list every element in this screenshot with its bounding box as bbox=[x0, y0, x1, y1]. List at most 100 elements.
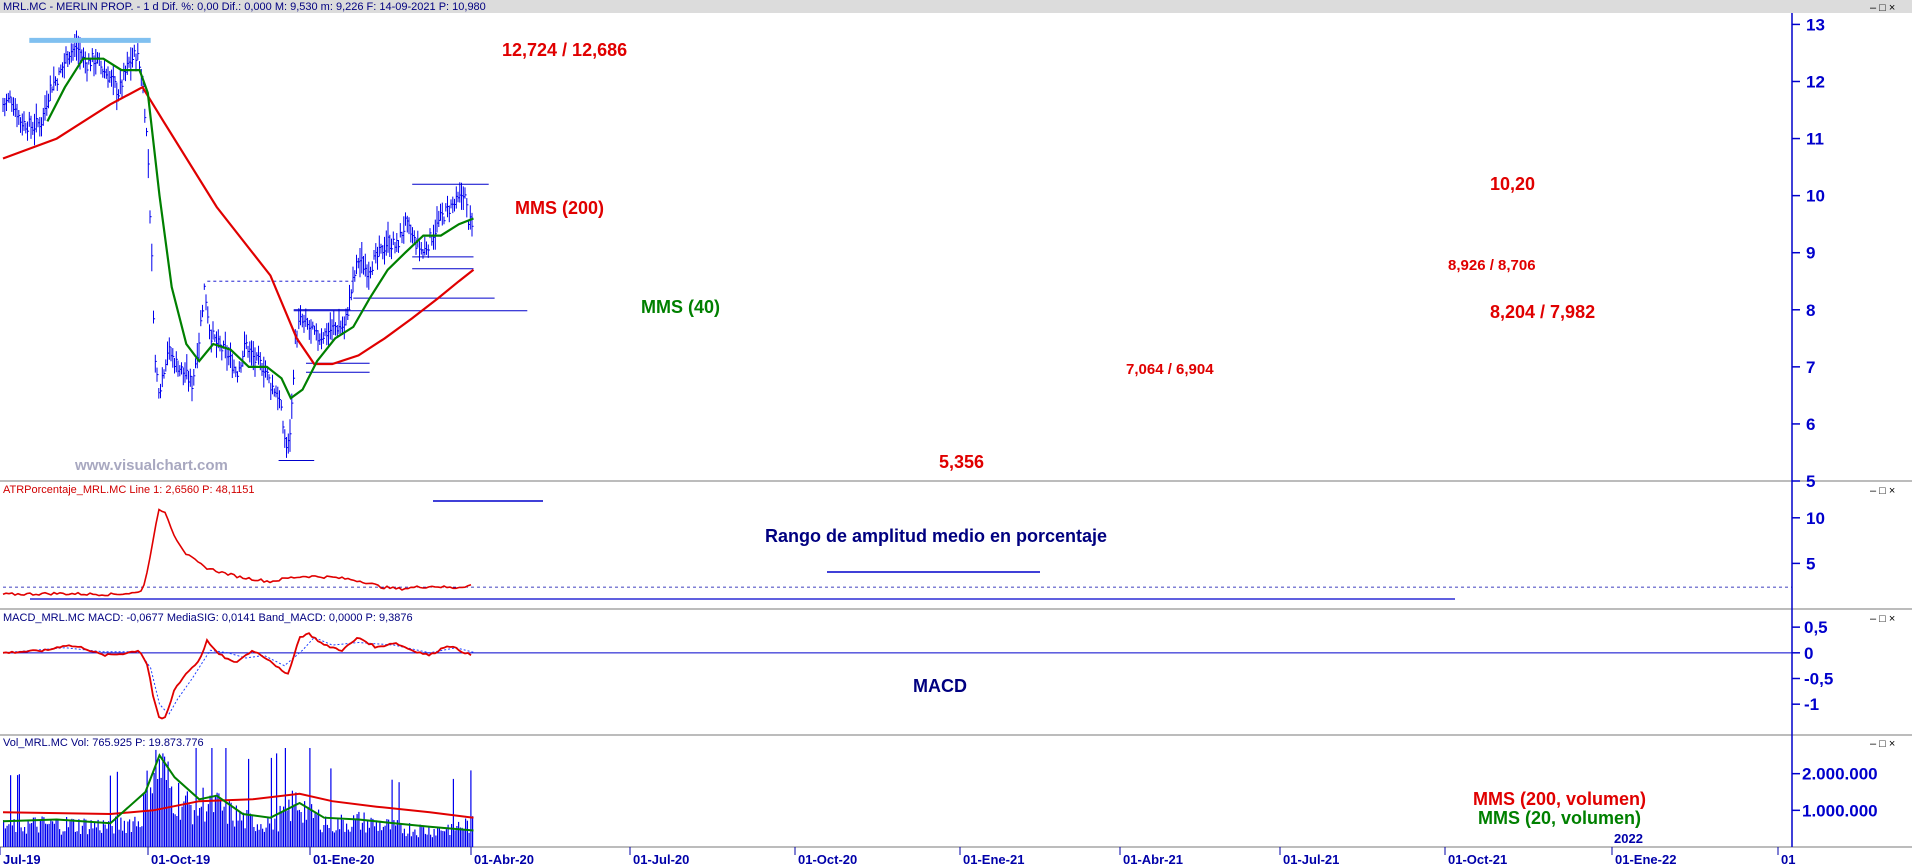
volume-bar-24 bbox=[45, 823, 47, 847]
volume-bar-142 bbox=[251, 814, 253, 847]
volume-bar-259 bbox=[456, 826, 458, 847]
volume-bar-17 bbox=[32, 817, 34, 847]
macd-tick-label-3: -1 bbox=[1804, 695, 1819, 714]
macd-window-controls[interactable]: – □ × bbox=[1870, 613, 1895, 625]
volume-bar-55 bbox=[99, 830, 101, 847]
volume-bar-41 bbox=[74, 831, 76, 847]
volume-bar-69 bbox=[123, 820, 125, 847]
volume-bar-154 bbox=[272, 829, 274, 847]
volume-bar-189 bbox=[333, 832, 335, 847]
volume-bar-188 bbox=[332, 831, 334, 847]
volume-bar-179 bbox=[316, 814, 318, 847]
volume-bar-187 bbox=[330, 768, 332, 847]
support-resistance-levels bbox=[29, 37, 528, 461]
date-label-0: Jul-19 bbox=[3, 852, 41, 867]
volume-bar-74 bbox=[132, 821, 134, 847]
date-label-6: 01-Ene-21 bbox=[963, 852, 1024, 867]
volume-bar-169 bbox=[298, 809, 300, 847]
volume-bar-116 bbox=[206, 811, 208, 847]
price-tick-label-12: 12 bbox=[1806, 72, 1825, 91]
volume-bar-49 bbox=[88, 829, 90, 847]
annotation-level-8926: 8,926 / 8,706 bbox=[1448, 257, 1536, 274]
volume-bar-32 bbox=[59, 829, 61, 847]
volume-bar-59 bbox=[106, 828, 108, 847]
volume-bar-84 bbox=[150, 787, 152, 847]
volume-bar-129 bbox=[228, 801, 230, 847]
volume-bar-144 bbox=[255, 831, 257, 847]
volume-bar-150 bbox=[265, 827, 267, 847]
volume-bar-63 bbox=[113, 833, 115, 847]
price-bars bbox=[2, 30, 474, 458]
atr-window-controls[interactable]: – □ × bbox=[1870, 485, 1895, 497]
volume-bar-158 bbox=[279, 805, 281, 847]
volume-bar-218 bbox=[384, 825, 386, 847]
volume-bar-102 bbox=[181, 806, 183, 847]
volume-bar-232 bbox=[409, 823, 411, 847]
volume-bar-26 bbox=[48, 823, 50, 847]
volume-bar-146 bbox=[258, 829, 260, 847]
volume-bar-230 bbox=[405, 836, 407, 847]
annotation-atr-title: Rango de amplitud medio en porcentaje bbox=[765, 526, 1107, 546]
volume-bar-64 bbox=[115, 816, 117, 847]
macd-tick-label-2: -0,5 bbox=[1804, 670, 1833, 689]
volume-bar-33 bbox=[60, 834, 62, 847]
volume-bar-211 bbox=[372, 818, 374, 847]
volume-bar-184 bbox=[325, 816, 327, 847]
volume-bar-80 bbox=[143, 793, 145, 847]
annotation-low: 5,356 bbox=[939, 452, 984, 472]
volume-bar-22 bbox=[41, 816, 43, 847]
volume-bar-253 bbox=[445, 829, 447, 847]
volume-bar-104 bbox=[185, 795, 187, 847]
date-label-11: 01 bbox=[1781, 852, 1795, 867]
volume-bar-217 bbox=[382, 826, 384, 847]
volume-bar-65 bbox=[116, 771, 118, 847]
volume-bar-9 bbox=[18, 774, 20, 847]
volume-bar-40 bbox=[73, 819, 75, 847]
volume-bar-243 bbox=[428, 827, 430, 847]
volume-bar-91 bbox=[162, 753, 164, 847]
volume-bar-2 bbox=[6, 825, 8, 847]
volume-bar-153 bbox=[270, 757, 272, 847]
volume-bar-68 bbox=[122, 830, 124, 847]
volume-bar-15 bbox=[29, 823, 31, 847]
annotation-macd-title: MACD bbox=[913, 676, 967, 696]
volume-bar-241 bbox=[424, 833, 426, 847]
volume-bar-88 bbox=[157, 779, 159, 847]
volume-bar-108 bbox=[192, 824, 194, 847]
volume-bar-235 bbox=[414, 829, 416, 847]
vol-header: Vol_MRL.MC Vol: 765.925 P: 19.873.776 bbox=[3, 737, 204, 749]
volume-bar-12 bbox=[24, 827, 26, 847]
volume-bar-140 bbox=[248, 758, 250, 847]
volume-bar-205 bbox=[361, 822, 363, 847]
volume-bar-125 bbox=[221, 810, 223, 847]
volume-bar-18 bbox=[34, 817, 36, 847]
volume-bar-14 bbox=[27, 821, 29, 847]
volume-bar-248 bbox=[437, 827, 439, 847]
volume-bar-165 bbox=[291, 790, 293, 847]
volume-bar-112 bbox=[199, 808, 201, 847]
volume-bar-268 bbox=[472, 816, 474, 847]
vol-window-controls[interactable]: – □ × bbox=[1870, 738, 1895, 750]
volume-bar-237 bbox=[417, 837, 419, 847]
volume-bar-27 bbox=[50, 819, 52, 847]
volume-bar-1 bbox=[4, 828, 6, 847]
date-label-8: 01-Jul-21 bbox=[1283, 852, 1339, 867]
moving-averages bbox=[2, 57, 475, 400]
volume-bar-42 bbox=[76, 831, 78, 847]
volume-bar-250 bbox=[440, 830, 442, 847]
price-tick-label-5: 5 bbox=[1806, 472, 1815, 491]
volume-bar-247 bbox=[435, 835, 437, 847]
volume-bar-126 bbox=[223, 806, 225, 847]
volume-bar-120 bbox=[213, 812, 215, 847]
volume-bar-227 bbox=[400, 824, 402, 847]
price-header: MRL.MC - MERLIN PROP. - 1 d Dif. %: 0,00… bbox=[3, 1, 486, 13]
volume-bar-56 bbox=[101, 832, 103, 847]
volume-bar-11 bbox=[22, 831, 24, 847]
price-window-controls[interactable]: – □ × bbox=[1870, 2, 1895, 14]
volume-bar-225 bbox=[396, 820, 398, 847]
volume-bar-39 bbox=[71, 818, 73, 847]
volume-bar-133 bbox=[235, 805, 237, 847]
annotation-vol-mms20: MMS (20, volumen) bbox=[1478, 808, 1641, 828]
volume-bar-123 bbox=[218, 793, 220, 847]
volume-bar-98 bbox=[174, 814, 176, 847]
